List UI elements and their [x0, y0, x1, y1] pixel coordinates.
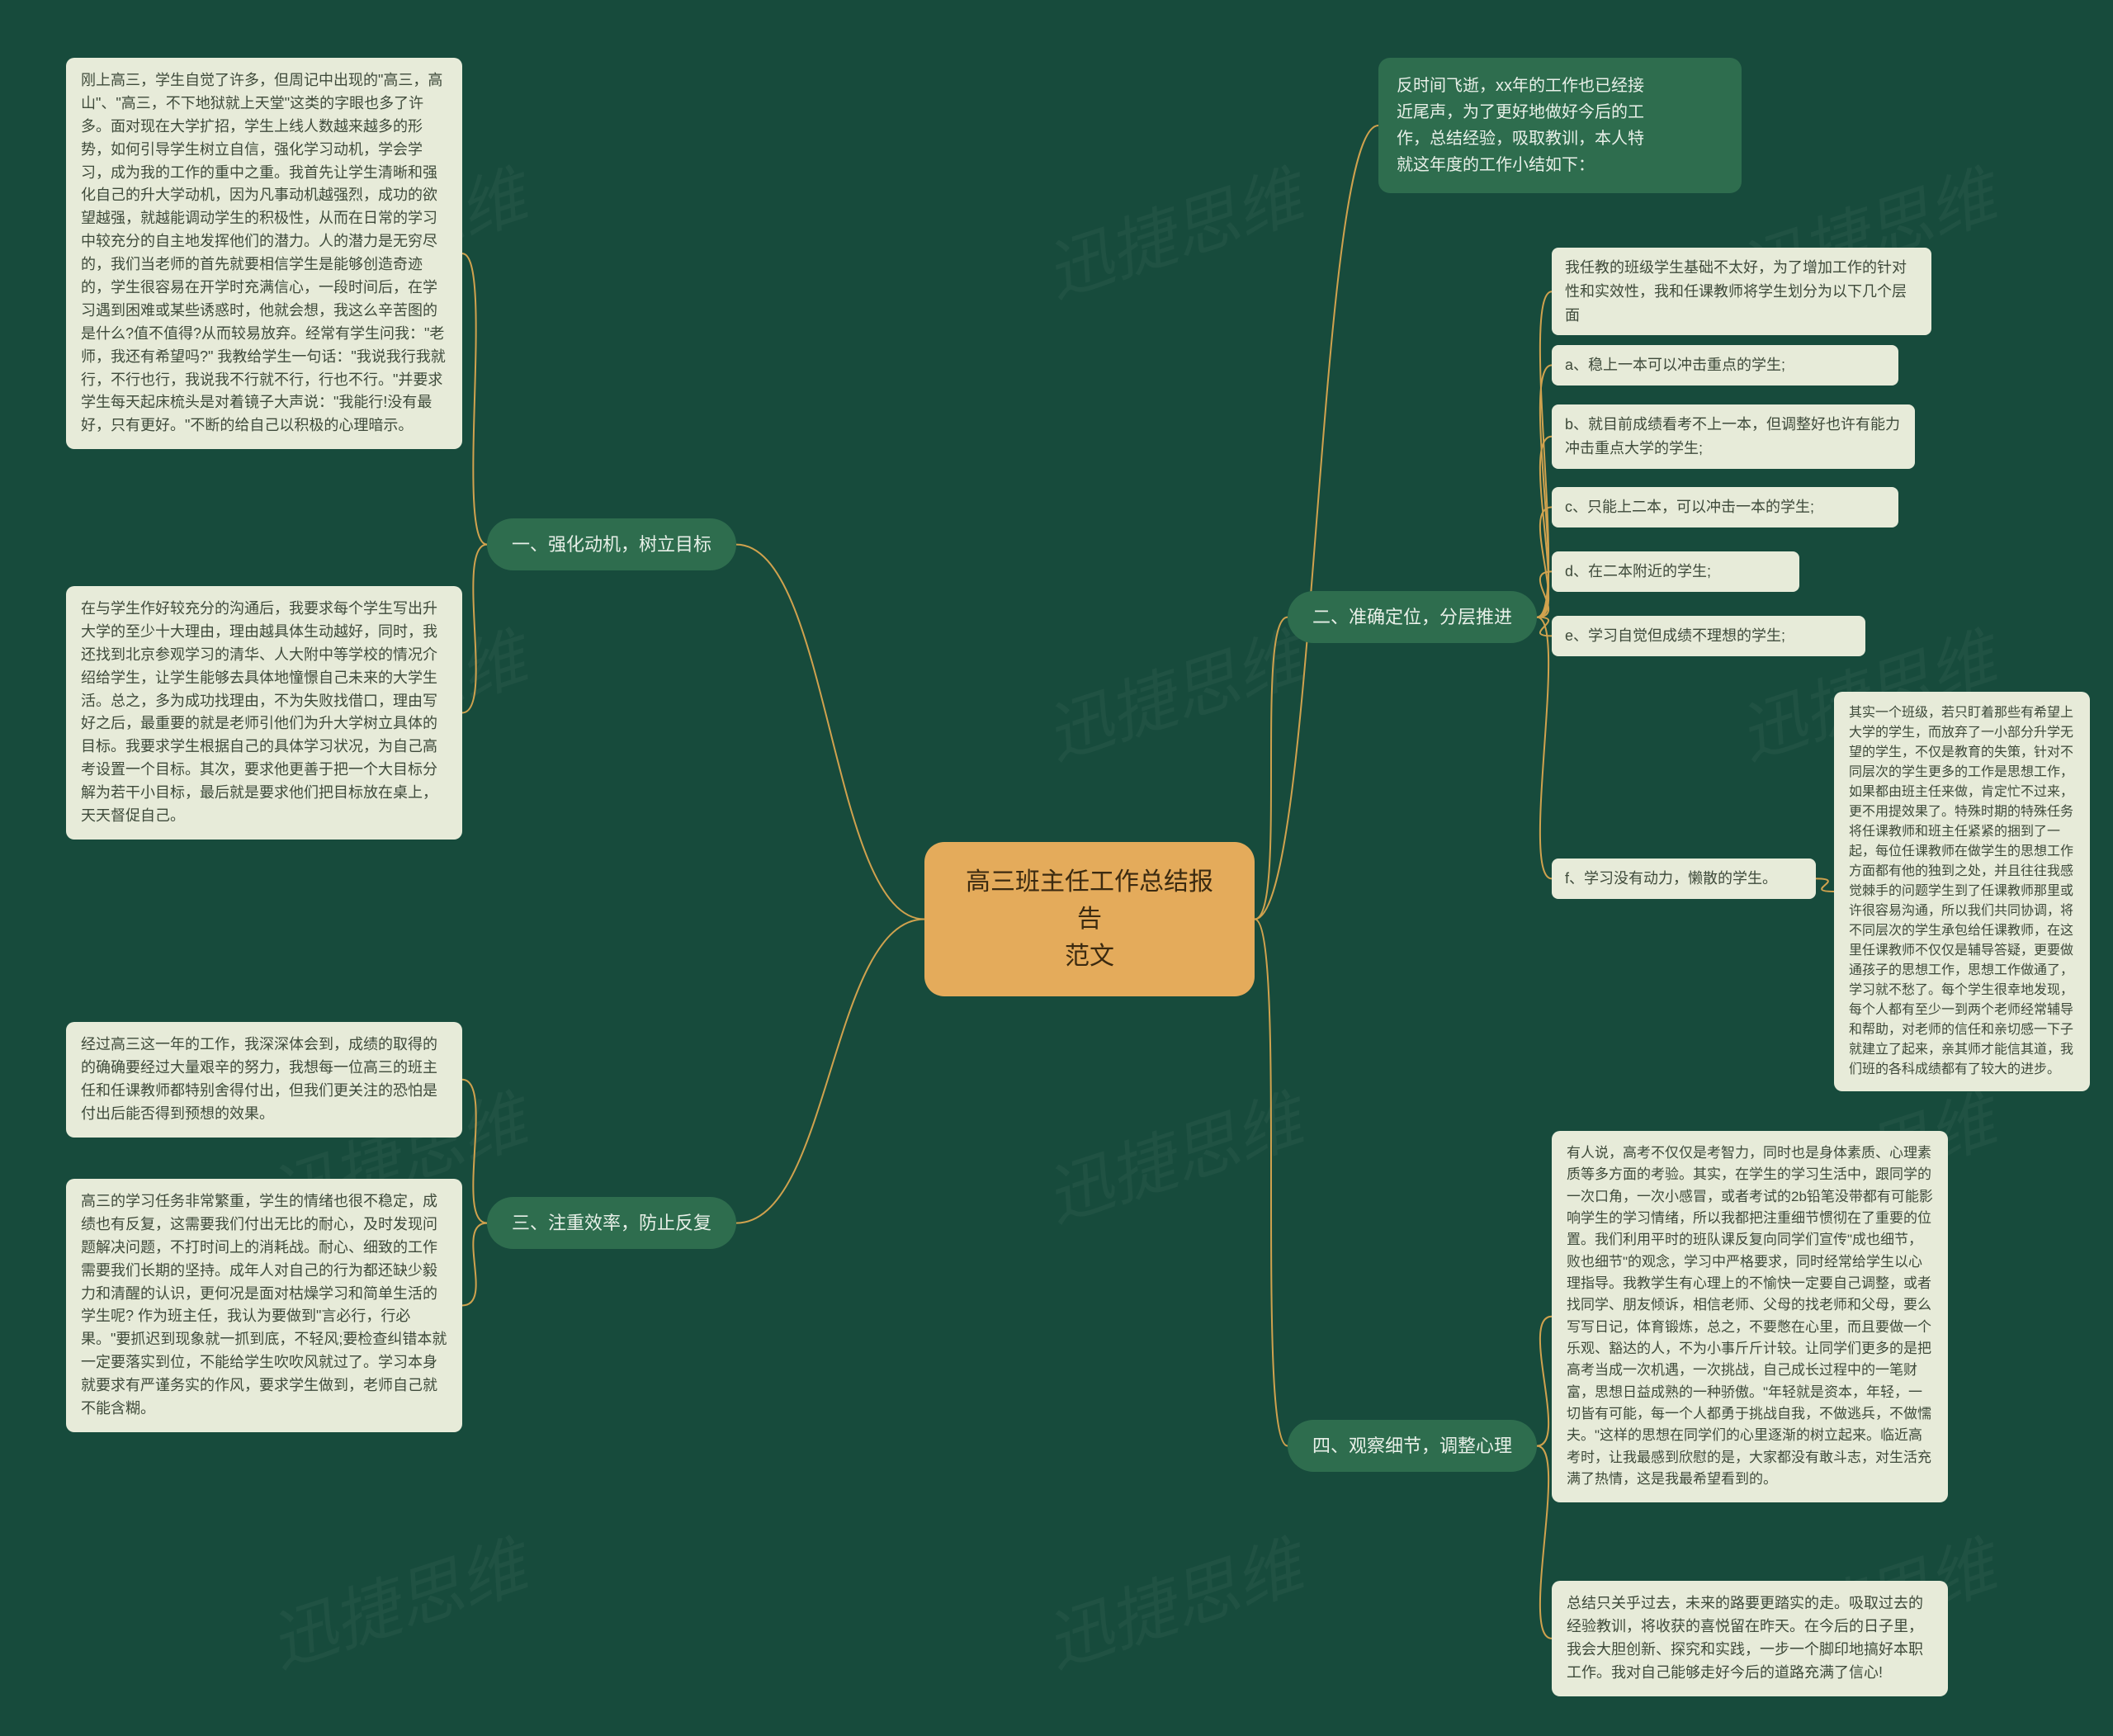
section-2-item-f-label[interactable]: f、学习没有动力，懒散的学生。 [1552, 859, 1816, 899]
section-1-detail-1[interactable]: 刚上高三，学生自觉了许多，但周记中出现的"高三，高山"、"高三，不下地狱就上天堂… [66, 58, 462, 449]
mindmap-canvas: { "colors": { "background": "#174b3c", "… [0, 0, 2113, 1736]
section-2-item-e[interactable]: e、学习自觉但成绩不理想的学生; [1552, 616, 1865, 656]
section-1-node[interactable]: 一、强化动机，树立目标 [487, 518, 736, 570]
watermark: 迅捷思维 [256, 1513, 537, 1686]
section-1-detail-2[interactable]: 在与学生作好较充分的沟通后，我要求每个学生写出升大学的至少十大理由，理由越具体生… [66, 586, 462, 840]
section-4-detail-1[interactable]: 有人说，高考不仅仅是考智力，同时也是身体素质、心理素质等多方面的考验。其实，在学… [1552, 1131, 1948, 1502]
watermark: 迅捷思维 [1032, 1067, 1312, 1240]
section-3-detail-2[interactable]: 高三的学习任务非常繁重，学生的情绪也很不稳定，成绩也有反复，这需要我们付出无比的… [66, 1179, 462, 1432]
section-2-item-f-body[interactable]: 其实一个班级，若只盯着那些有希望上大学的学生，而放弃了一小部分升学无望的学生，不… [1834, 692, 2090, 1091]
intro-node[interactable]: 反时间飞逝，xx年的工作也已经接 近尾声，为了更好地做好今后的工 作，总结经验，… [1378, 58, 1742, 193]
watermark: 迅捷思维 [1032, 1513, 1312, 1686]
section-2-item-c[interactable]: c、只能上二本，可以冲击一本的学生; [1552, 487, 1898, 527]
section-2-node[interactable]: 二、准确定位，分层推进 [1288, 591, 1537, 643]
section-2-item-b[interactable]: b、就目前成绩看考不上一本，但调整好也许有能力冲击重点大学的学生; [1552, 404, 1915, 469]
section-3-node[interactable]: 三、注重效率，防止反复 [487, 1197, 736, 1249]
section-2-header[interactable]: 我任教的班级学生基础不太好，为了增加工作的针对性和实效性，我和任课教师将学生划分… [1552, 248, 1931, 335]
section-2-item-a[interactable]: a、稳上一本可以冲击重点的学生; [1552, 345, 1898, 386]
watermark: 迅捷思维 [1032, 143, 1312, 315]
watermark: 迅捷思维 [1032, 605, 1312, 778]
root-node[interactable]: 高三班主任工作总结报告 范文 [924, 842, 1255, 996]
section-2-item-d[interactable]: d、在二本附近的学生; [1552, 551, 1799, 592]
section-4-node[interactable]: 四、观察细节，调整心理 [1288, 1420, 1537, 1472]
section-3-detail-1[interactable]: 经过高三这一年的工作，我深深体会到，成绩的取得的的确确要经过大量艰辛的努力，我想… [66, 1022, 462, 1138]
section-4-detail-2[interactable]: 总结只关乎过去，未来的路要更踏实的走。吸取过去的经验教训，将收获的喜悦留在昨天。… [1552, 1581, 1948, 1696]
